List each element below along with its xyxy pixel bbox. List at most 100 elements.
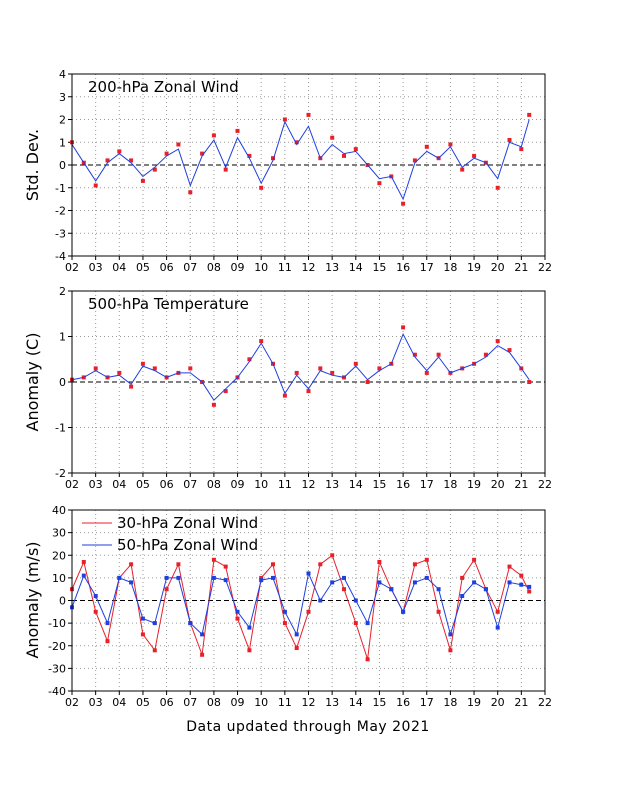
plot-frame	[71, 290, 546, 474]
data-point	[176, 562, 181, 567]
data-point	[377, 580, 382, 585]
y-tick-label: -4	[55, 250, 66, 263]
x-tick-label: 13	[325, 261, 339, 274]
data-point	[152, 648, 157, 653]
x-tick-label: 16	[396, 696, 410, 709]
y-tick-label: 10	[52, 572, 66, 585]
x-tick-label: 18	[443, 478, 457, 491]
x-tick-label: 17	[420, 696, 434, 709]
x-tick-label: 13	[325, 478, 339, 491]
data-point	[507, 348, 512, 353]
y-tick-label: -40	[48, 685, 66, 698]
data-point	[294, 646, 299, 650]
data-point	[448, 648, 453, 653]
y-tick-label: -3	[55, 227, 66, 240]
data-point	[519, 573, 524, 578]
data-point	[377, 560, 382, 564]
y-tick-label: 4	[59, 68, 66, 81]
series-line-0	[71, 554, 530, 660]
data-point	[188, 190, 193, 195]
data-point	[129, 562, 134, 567]
x-tick-label: 11	[278, 261, 292, 274]
data-point	[424, 370, 429, 375]
data-point	[117, 149, 122, 154]
x-tick-label: 03	[89, 478, 103, 491]
data-point	[105, 639, 110, 644]
data-point	[93, 609, 98, 614]
x-tick-label: 11	[278, 478, 292, 491]
data-point	[259, 185, 264, 190]
plot-layer: 02 03 04 05 06 07 08 09 10 11 12 13 14 15 16 17 18 19 20 21…	[55, 285, 552, 491]
data-point	[235, 616, 240, 621]
x-tick-label: 20	[491, 478, 505, 491]
x-tick-label: 09	[231, 696, 245, 709]
data-point	[436, 352, 441, 357]
data-point	[365, 657, 370, 662]
data-point	[483, 587, 488, 592]
data-point	[330, 135, 335, 140]
data-point	[424, 575, 429, 580]
y-tick-label: -20	[48, 640, 66, 653]
data-point	[200, 652, 205, 657]
x-tick-label: 19	[467, 261, 481, 274]
x-tick-label: 04	[112, 261, 126, 274]
data-point	[152, 167, 157, 172]
x-tick-label: 14	[349, 478, 363, 491]
data-point	[223, 578, 228, 583]
x-tick-label: 05	[136, 261, 150, 274]
data-point	[81, 573, 86, 578]
data-point	[412, 562, 417, 567]
series-line-1	[71, 571, 530, 637]
data-point	[424, 557, 429, 562]
data-point	[223, 167, 228, 172]
data-point	[271, 575, 275, 580]
data-point	[527, 584, 532, 589]
data-point	[235, 609, 240, 614]
data-point	[176, 142, 181, 147]
data-point	[129, 384, 134, 389]
x-tick-label: 20	[491, 696, 505, 709]
data-point	[460, 594, 465, 598]
x-tick-label: 21	[514, 261, 528, 274]
data-point	[448, 142, 453, 147]
data-point	[140, 361, 145, 366]
data-point	[306, 389, 311, 394]
x-tick-label: 18	[443, 261, 457, 274]
y-tick-label: -2	[55, 467, 66, 480]
data-point	[495, 625, 500, 630]
data-point	[200, 632, 205, 637]
data-point	[377, 181, 382, 186]
data-point	[93, 594, 98, 598]
data-point	[152, 366, 157, 371]
data-point	[365, 380, 370, 384]
panel-stratospheric-zonal-wind: 02 03 04 05 06 07 08 09 10 11 12 13 14 15 16 17 18 19 20 21…	[23, 504, 552, 709]
data-point	[259, 339, 264, 344]
data-point	[140, 632, 145, 637]
data-point	[353, 598, 358, 603]
data-point	[507, 138, 512, 142]
data-point	[93, 366, 98, 371]
y-tick-label: 0	[59, 159, 66, 172]
x-tick-label: 14	[349, 696, 363, 709]
data-point	[424, 144, 429, 149]
data-point	[412, 158, 417, 163]
y-axis-label: Std. Dev.	[23, 129, 42, 201]
data-point	[117, 575, 122, 580]
legend: 30-hPa Zonal Wind 50-hPa Zonal Wind	[82, 514, 258, 554]
legend-label-50hpa: 50-hPa Zonal Wind	[117, 536, 258, 554]
data-point	[495, 339, 500, 344]
plot-layer: 02 03 04 05 06 07 08 09 10 11 12 13 14 15 16 17 18 19 20 21…	[55, 68, 552, 274]
y-tick-label: 1	[59, 136, 66, 149]
x-tick-label: 06	[160, 696, 174, 709]
data-point	[164, 587, 169, 592]
y-axis-label: Anomaly (m/s)	[23, 541, 42, 658]
x-tick-label: 12	[302, 478, 316, 491]
data-point	[152, 621, 157, 626]
data-point	[527, 380, 532, 384]
footer-text: Data updated through May 2021	[186, 719, 430, 735]
x-tick-label: 16	[396, 478, 410, 491]
data-point	[472, 557, 477, 562]
data-point	[271, 156, 275, 161]
y-tick-label: 0	[59, 376, 66, 389]
